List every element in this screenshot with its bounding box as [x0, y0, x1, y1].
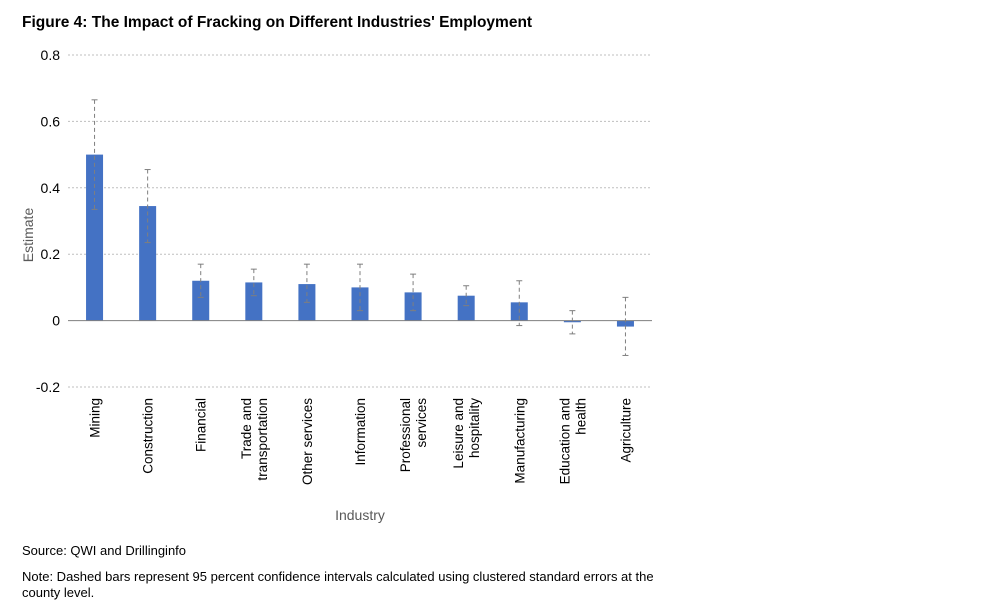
category-label: Agriculture	[618, 398, 633, 463]
y-tick-label: 0.8	[41, 47, 61, 63]
y-tick-label: -0.2	[36, 379, 60, 395]
category-label: Mining	[88, 398, 103, 438]
category-label: Construction	[141, 398, 156, 474]
source-text: Source: QWI and Drillinginfo	[22, 543, 187, 558]
bar	[404, 292, 422, 321]
category-label: Trade andtransportation	[239, 398, 270, 481]
category-label: Information	[353, 398, 368, 466]
bar	[86, 154, 104, 321]
y-tick-label: 0.6	[41, 113, 61, 129]
bar	[192, 280, 210, 321]
category-labels: Mining Construction Financial Trade andtran…	[88, 398, 634, 485]
bar	[139, 206, 157, 321]
chart-title: Figure 4: The Impact of Fracking on Diff…	[22, 14, 533, 31]
note-text: Note: Dashed bars represent 95 percent c…	[22, 569, 654, 600]
category-label: Other services	[300, 398, 315, 485]
y-axis-title: Estimate	[20, 208, 36, 263]
bar	[245, 282, 263, 321]
bar-chart: -0.2 0 0.2 0.4 0.6 0.8 Mining Construction Fina…	[20, 47, 652, 523]
y-tick-label: 0	[52, 313, 60, 329]
bar	[351, 287, 369, 321]
x-axis-title: Industry	[335, 507, 385, 523]
category-label: Education andhealth	[557, 398, 588, 484]
category-label: Manufacturing	[512, 398, 527, 484]
error-bars	[91, 99, 629, 356]
y-axis-ticks: -0.2 0 0.2 0.4 0.6 0.8	[36, 47, 60, 395]
bars	[86, 154, 634, 327]
y-tick-label: 0.2	[41, 246, 61, 262]
y-tick-label: 0.4	[41, 180, 61, 196]
gridlines	[68, 54, 652, 388]
category-label: Financial	[194, 398, 209, 452]
category-label: Professionalservices	[398, 398, 429, 473]
bar	[616, 320, 634, 327]
bar	[457, 295, 475, 321]
category-label: Leisure andhospitality	[451, 398, 482, 469]
